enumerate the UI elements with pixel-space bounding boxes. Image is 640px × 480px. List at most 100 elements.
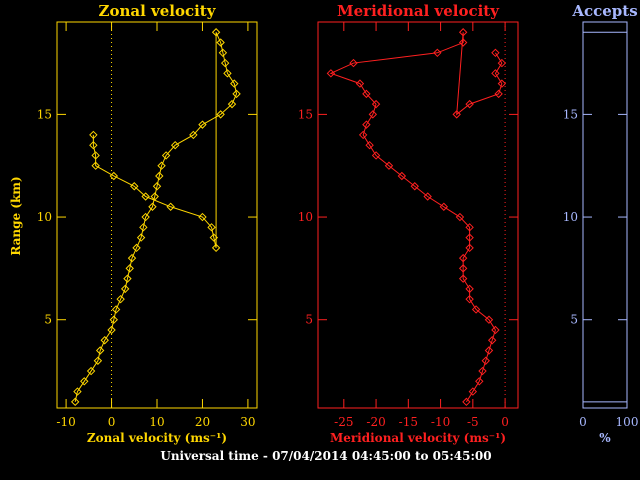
meridional-data-point [358,130,368,140]
zonal-data-point [227,99,237,109]
zonal-data-point [207,223,216,232]
zonal-data-point [91,161,100,170]
meridional-data-point [471,305,481,314]
zonal-data-point [223,69,232,78]
meridional-data-point [368,110,378,119]
zonal-data-point [107,325,116,335]
meridional-data-point [423,192,432,201]
zonal-data-point [220,58,230,68]
meridional-data-point [365,140,374,150]
zonal-x-axis-label: Zonal velocity (ms⁻¹) [87,431,227,445]
accepts-y-tick-label: 5 [570,313,578,327]
meridional-x-tick-label: 0 [501,415,509,429]
meridional-x-tick-label: -20 [366,415,385,429]
meridional-data-point [458,264,468,273]
zonal-data-point [150,192,159,201]
meridional-x-tick-label: -5 [467,415,479,429]
meridional-data-point [468,387,478,396]
meridional-data-point [465,99,474,109]
zonal-data-point [70,397,80,407]
zonal-data-point [73,387,82,396]
zonal-data-point [86,366,96,376]
meridional-data-point [481,356,490,365]
zonal-data-point [198,212,207,222]
meridional-title: Meridional velocity [337,2,500,20]
zonal-data-point [211,28,221,37]
meridional-data-point [355,79,365,88]
zonal-data-point [141,192,150,201]
zonal-series-line [74,32,238,402]
meridional-data-point [465,243,474,253]
zonal-data-point [198,120,207,129]
zonal-x-tick-label: 10 [149,415,164,429]
meridional-data-point [465,223,474,232]
zonal-data-point [216,38,225,47]
meridional-data-point [494,89,503,99]
zonal-title: Zonal velocity [99,2,217,20]
meridional-x-tick-label: -10 [431,415,450,429]
zonal-data-point [141,212,150,222]
zonal-data-point [209,233,219,242]
zonal-x-tick-label: -10 [56,415,75,429]
zonal-panel: Zonal velocity Zonal velocity (ms⁻¹) -10 0 1… [37,2,258,445]
zonal-data-point [232,89,241,99]
meridional-data-point [462,397,471,407]
accepts-y-tick-label: 10 [563,210,578,224]
zonal-data-point [80,377,89,386]
zonal-data-point [91,151,100,160]
accepts-title: Accepts [571,2,637,20]
zonal-y-tick-label: 5 [44,313,52,327]
zonal-data-point [95,346,105,355]
zonal-data-point [109,315,119,324]
meridional-data-point [371,151,381,160]
zonal-data-point [230,79,239,88]
meridional-data-point [487,336,497,345]
meridional-plot-frame [317,21,519,409]
meridional-data-point [465,294,474,304]
accepts-plot-frame [582,21,628,409]
meridional-data-point [484,315,494,324]
meridional-data-point [458,28,468,37]
meridional-data-point [349,58,358,68]
meridional-data-point [458,38,468,47]
accepts-panel: Accepts% 0 100 5 10 15 [563,2,639,445]
meridional-data-point [371,99,381,109]
zonal-data-point [89,130,98,140]
meridional-y-tick-label: 5 [305,313,313,327]
zonal-data-point [127,253,137,263]
meridional-data-point [397,171,407,181]
accepts-x-axis-label: % [599,431,611,445]
accepts-x-tick-label: 100 [616,415,639,429]
zonal-data-point [216,110,225,119]
meridional-series-line [329,32,503,403]
zonal-data-point [155,171,164,181]
zonal-x-tick-label: 20 [195,415,210,429]
meridional-data-point [410,182,419,191]
meridional-data-point [465,233,474,242]
zonal-data-point [170,140,180,150]
meridional-data-point [433,48,442,58]
meridional-data-point [455,212,465,222]
zonal-data-point [89,140,98,150]
meridional-data-point [491,48,500,58]
meridional-data-point [491,325,500,335]
zonal-data-point [148,202,157,211]
zonal-data-point [130,182,139,191]
zonal-x-tick-label: 0 [108,415,116,429]
zonal-data-point [211,243,221,253]
zonal-data-point [189,130,198,140]
accepts-x-tick-label: 0 [579,415,587,429]
zonal-data-point [111,305,121,314]
meridional-data-point [458,253,468,263]
meridional-data-point [497,79,507,88]
zonal-data-point [152,182,162,191]
meridional-data-point [484,346,494,355]
meridional-y-tick-label: 15 [298,107,313,121]
accepts-y-tick-label: 15 [563,107,578,121]
meridional-x-tick-label: -15 [399,415,418,429]
meridional-data-point [326,69,336,78]
zonal-data-point [116,294,125,304]
meridional-data-point [362,89,371,99]
meridional-data-point [491,69,500,78]
zonal-data-point [123,274,132,283]
